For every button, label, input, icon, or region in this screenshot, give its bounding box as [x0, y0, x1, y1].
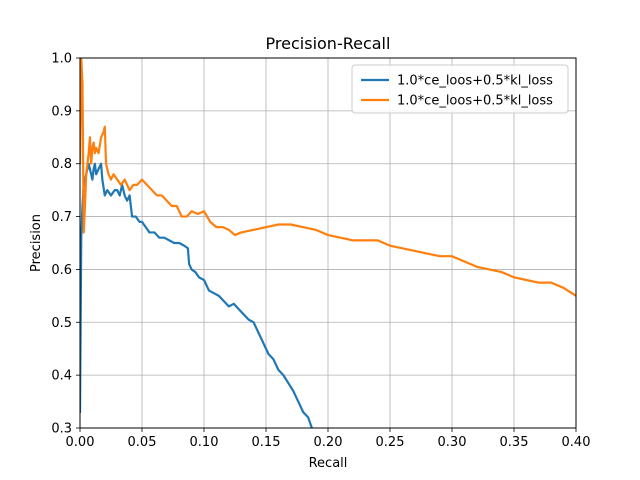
legend: 1.0*ce_loos+0.5*kl_loss 1.0*ce_loos+0.5*k… — [351, 64, 569, 114]
legend-box — [351, 64, 569, 114]
x-tick-label: 0.00 — [66, 435, 95, 450]
legend-label-1: 1.0*ce_loos+0.5*kl_loss — [397, 74, 553, 89]
x-tick-label: 0.10 — [190, 435, 219, 450]
x-tick-label: 0.30 — [438, 435, 467, 450]
x-tick-label: 0.25 — [376, 435, 405, 450]
y-tick-label: 0.4 — [51, 369, 72, 384]
legend-label-2: 1.0*ce_loos+0.5*kl_loss — [397, 94, 553, 109]
x-tick-label: 0.05 — [128, 435, 157, 450]
x-axis-label: Recall — [309, 456, 348, 471]
y-tick-label: 0.5 — [51, 316, 72, 331]
y-tick-label: 0.3 — [51, 422, 72, 437]
y-tick-label: 0.9 — [51, 104, 72, 119]
y-tick-label: 0.7 — [51, 210, 72, 225]
x-tick-label: 0.20 — [314, 435, 343, 450]
y-axis-label: Precision — [29, 214, 44, 272]
y-tick-label: 0.8 — [51, 157, 72, 172]
x-tick-label: 0.35 — [500, 435, 529, 450]
series-line-2 — [80, 58, 576, 297]
axis-ticks: 0.00 0.05 0.10 0.15 0.20 0.25 0.30 0.35 0.40 0.3 0… — [51, 52, 590, 451]
y-tick-label: 0.6 — [51, 263, 72, 278]
chart-title: Precision-Recall — [266, 34, 391, 53]
series-line-1 — [80, 162, 313, 428]
x-tick-label: 0.40 — [562, 435, 591, 450]
series-lines — [80, 58, 576, 428]
y-tick-label: 1.0 — [51, 52, 72, 67]
x-tick-label: 0.15 — [252, 435, 281, 450]
